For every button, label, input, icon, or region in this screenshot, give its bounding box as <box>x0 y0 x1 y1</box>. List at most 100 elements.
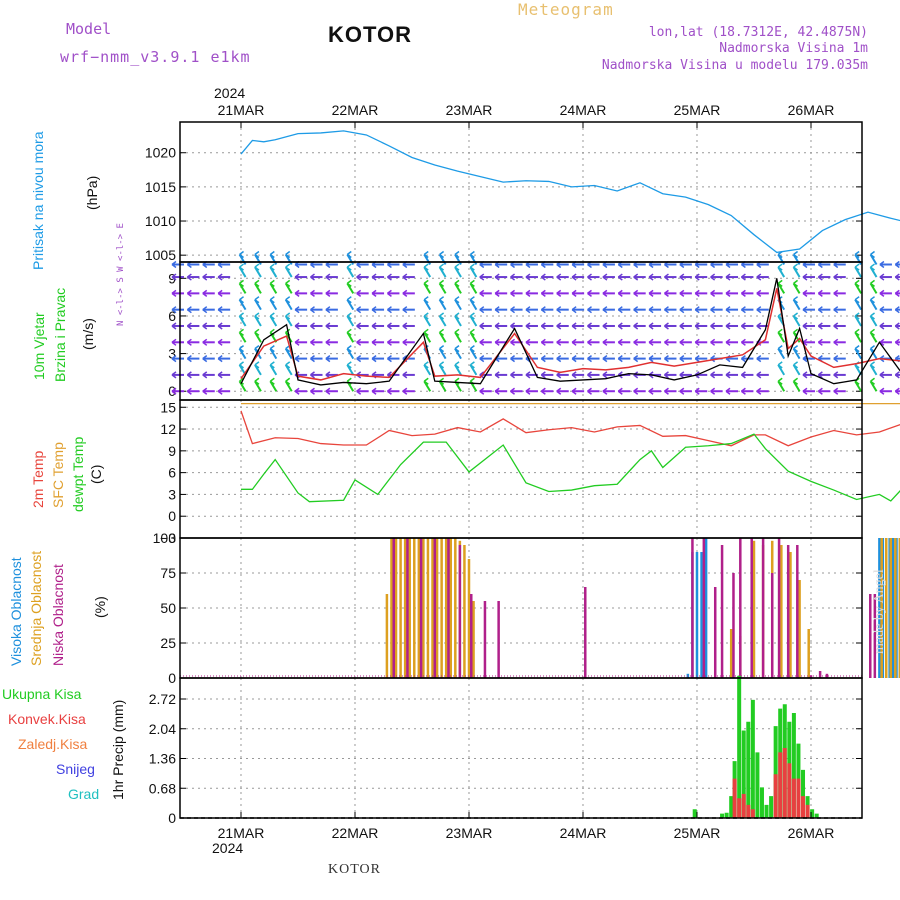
wind-barb-head <box>879 338 885 346</box>
wind-barb-head <box>802 289 808 297</box>
bar-clouds-1 <box>449 538 452 678</box>
wind-barb-head <box>254 328 260 336</box>
wind-barb-head <box>833 338 839 346</box>
wind-barb-head <box>679 338 685 346</box>
wind-barb-head <box>423 279 429 287</box>
wind-barb-head <box>556 289 562 297</box>
wind-barb-head <box>894 371 900 379</box>
wind-barb-head <box>740 338 746 346</box>
wind-barb-head <box>510 355 516 363</box>
wind-barb-head <box>525 387 531 395</box>
wind-barb-head <box>217 273 223 281</box>
product-title: Meteogram <box>518 0 614 19</box>
wind-barb-head <box>469 345 475 353</box>
wind-barb-head <box>894 306 900 314</box>
bar-clouds-1 <box>422 538 425 678</box>
wind-barb-head <box>423 328 429 336</box>
wind-barb-head <box>556 273 562 281</box>
wind-barb-head <box>870 250 875 259</box>
wind-barb-head <box>325 322 331 330</box>
bar-precipitation-1 <box>773 774 778 818</box>
wind-barb-head <box>186 289 192 297</box>
wind-barb-head <box>777 361 783 369</box>
wind-barb-head <box>346 250 352 259</box>
wind-barb-head <box>817 338 823 346</box>
wind-barb-head <box>217 322 223 330</box>
wind-barb-head <box>186 371 192 379</box>
wind-barb-head <box>725 273 731 281</box>
wind-barb-head <box>294 289 300 297</box>
pressure-unit: (hPa) <box>84 175 100 210</box>
model-name: wrf−nmm_v3.9.1 e1km <box>60 48 251 66</box>
wind-barb-head <box>540 306 546 314</box>
wind-barb-head <box>217 387 223 395</box>
wind-barb-head <box>371 387 377 395</box>
bar-clouds-1 <box>467 559 471 678</box>
bar-precipitation-0 <box>746 721 751 818</box>
wind-barb-head <box>469 250 475 259</box>
cloud-label-high: Visoka Oblacnost <box>8 557 24 666</box>
wind-barb-head <box>285 279 291 287</box>
wind-barb-head <box>793 263 799 271</box>
wind-barb-head <box>269 263 275 271</box>
wind-barb-head <box>510 273 516 281</box>
wind-unit: (m/s) <box>80 318 96 350</box>
wind-barb-head <box>371 355 377 363</box>
bar-clouds-1 <box>472 601 475 678</box>
bar-clouds-2 <box>720 545 724 678</box>
bar-clouds-1 <box>889 538 893 678</box>
wind-barb-head <box>186 273 192 281</box>
wind-barb-head <box>802 387 808 395</box>
wind-barb-head <box>602 338 608 346</box>
wind-ylabel-line1: 10m Vjetar <box>31 312 47 380</box>
wind-barb-head <box>387 273 392 281</box>
wind-barb-head <box>679 322 685 330</box>
wind-barb-head <box>402 289 408 297</box>
bar-precipitation-1 <box>746 804 751 818</box>
bar-clouds-1 <box>385 594 389 678</box>
y-tick-label: 1015 <box>145 179 176 195</box>
wind-barb-head <box>679 387 685 395</box>
wind-barb-head <box>310 355 315 363</box>
wind-barb-head <box>387 387 392 395</box>
wind-barb-head <box>479 338 485 346</box>
wind-barb-head <box>387 306 392 314</box>
bar-clouds-2 <box>761 538 765 678</box>
wind-barb-head <box>387 338 392 346</box>
wind-barb-head <box>679 306 685 314</box>
wind-barb-head <box>402 371 408 379</box>
wind-barb-head <box>202 289 208 297</box>
wind-barb-head <box>325 387 331 395</box>
bar-clouds-1 <box>463 545 466 678</box>
wind-barb-head <box>346 328 352 336</box>
legend-conv-rain: Konvek.Kisa <box>8 711 86 727</box>
wind-barb-head <box>879 306 885 314</box>
bar-clouds-0 <box>700 552 703 678</box>
wind-barb-head <box>423 361 429 369</box>
wind-barb-head <box>571 306 577 314</box>
wind-barb-head <box>571 273 577 281</box>
wind-barb-head <box>186 355 192 363</box>
legend-snow: Snijeg <box>56 761 95 777</box>
wind-barb-head <box>870 312 875 320</box>
wind-barb-head <box>494 387 500 395</box>
bar-clouds-2 <box>406 538 409 678</box>
bar-clouds-1 <box>431 538 434 678</box>
wind-barb-head <box>756 371 762 379</box>
bar-clouds-1 <box>898 538 900 678</box>
wind-barb-head <box>664 387 669 395</box>
wind-barb-head <box>740 306 746 314</box>
bar-clouds-2 <box>786 545 790 678</box>
wind-barb-head <box>854 345 860 353</box>
wind-barb-head <box>525 273 531 281</box>
wind-barb-head <box>802 273 808 281</box>
wind-barb-head <box>802 306 808 314</box>
bar-clouds-2 <box>702 538 706 678</box>
bar-precipitation-1 <box>801 796 806 818</box>
bar-clouds-0 <box>891 538 895 678</box>
y-tick-label: 1010 <box>145 213 176 229</box>
wind-barb-head <box>540 355 546 363</box>
wind-barb-head <box>254 263 260 271</box>
wind-barb-head <box>423 312 429 320</box>
bar-clouds-1 <box>444 538 448 678</box>
